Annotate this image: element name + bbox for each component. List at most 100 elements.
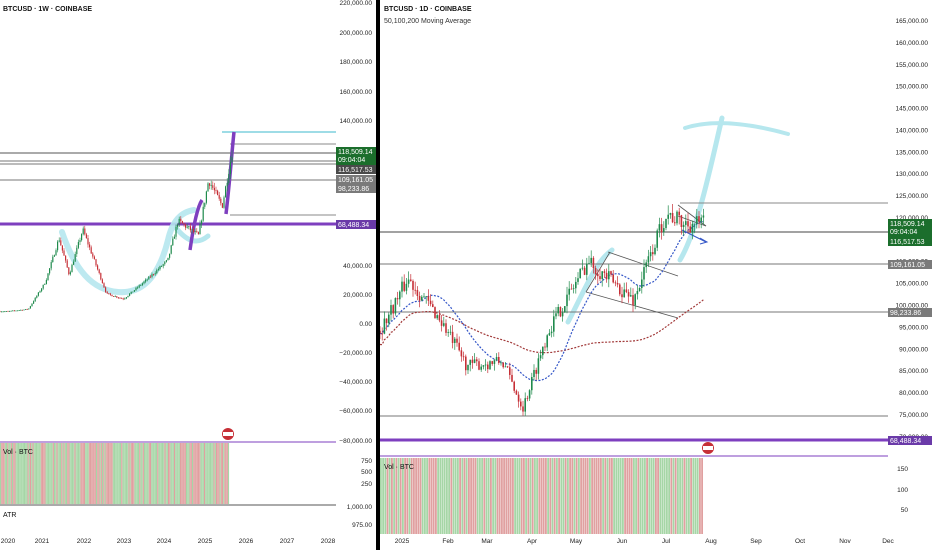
x-tick-label: 2026 [239,538,254,545]
volume-bar [584,458,587,534]
volume-bar [84,443,86,504]
candle-body [665,218,667,229]
candle-body [513,381,515,391]
candle-body [403,281,405,291]
volume-bar [205,443,207,504]
volume-bar [147,443,149,504]
candle-body [647,256,650,263]
candle-body [520,401,522,407]
candle-body [225,186,227,198]
countdown-label: 09:04:04 [890,229,917,236]
candle-body [114,296,116,298]
daily-horizontal-levels [380,202,888,457]
volume-bar [485,458,488,534]
daily-chart-svg[interactable]: 165,000.00 160,000.00 155,000.00 150,000.00… [379,0,932,550]
volume-bar [527,458,530,534]
volume-bar [31,443,33,504]
candle-body [506,366,509,368]
daily-chart-pane[interactable]: 165,000.00 160,000.00 155,000.00 150,000.00… [379,0,932,550]
candle-body [476,359,478,362]
volume-bar [49,443,51,504]
volume-bar [130,443,132,504]
volume-bar [86,443,88,504]
volume-bar [206,443,208,504]
volume-bar [201,443,203,504]
volume-bar [450,458,453,534]
pane-divider[interactable] [376,0,380,550]
candle-body [502,362,504,368]
daily-time-axis[interactable]: 2025 Feb Mar Apr May Jun Jul Aug Sep Oct Nov Dec [395,538,895,545]
volume-bar [505,458,508,534]
volume-bar [153,443,155,504]
candle-body [471,359,474,363]
volume-bar [384,458,387,534]
volume-bar [582,458,585,534]
us-flag-icon[interactable] [222,428,234,440]
volume-bar [187,443,189,504]
candle-body [213,187,215,191]
candle-body [388,314,390,324]
candle-body [196,231,198,233]
daily-price-labels: 118,509.14 09:04:04 116,517.53 109,161.0… [888,219,932,445]
candle-body [66,260,68,268]
weekly-time-axis[interactable]: 2020 2021 2022 2023 2024 2025 2026 2027 2028 [1,538,336,545]
candle-body [53,255,55,257]
volume-bar [674,458,677,534]
candle-body [170,245,172,254]
volume-bar [441,458,444,534]
weekly-price-axis[interactable]: 220,000.00 200,000.00 180,000.00 160,000.00… [339,0,372,529]
volume-bar [648,458,651,534]
volume-bar [40,443,42,504]
x-tick-label: Sep [750,538,762,545]
candle-body [546,335,548,348]
y-tick-label: 125,000.00 [895,193,928,200]
candle-body [526,398,529,400]
volume-bar [67,443,69,504]
volume-bar [446,458,448,534]
weekly-chart-svg[interactable]: 220,000.00 200,000.00 180,000.00 160,000.00… [0,0,376,550]
candle-body [548,333,551,336]
volume-bar [220,443,222,504]
candle-body [685,221,687,225]
y-tick-label: 160,000.00 [339,89,372,96]
volume-bar [580,458,582,534]
candle-body [13,310,15,312]
price-label-3: 109,161.05 [338,177,373,184]
volume-bar [545,458,547,534]
weekly-chart-pane[interactable]: 220,000.00 200,000.00 180,000.00 160,000.00… [0,0,376,550]
volume-bar [421,458,424,534]
candle-body [467,364,469,371]
volume-bar [694,458,697,534]
volume-bar [622,458,624,534]
volume-bar [99,443,101,504]
candle-body [145,279,147,282]
y-tick-label: 200,000.00 [339,30,372,37]
volume-bar [501,458,503,534]
volume-bar [134,443,136,504]
volume-bar [659,458,662,534]
volume-bar [175,443,177,504]
volume-bar [668,458,670,534]
x-tick-label: May [570,538,583,545]
candle-body [425,296,427,298]
volume-bar [692,458,695,534]
atr-tick-label: 975.00 [352,522,372,529]
volume-bar [181,443,183,504]
volume-bar [194,443,196,504]
candle-body [20,309,22,311]
candle-body [130,291,132,294]
candle-body [680,215,683,228]
volume-bar [33,443,35,504]
volume-bar [193,443,195,504]
volume-bar [677,458,679,534]
us-flag-icon[interactable] [702,442,714,454]
candle-body [105,287,107,292]
volume-bar [382,458,384,534]
weekly-volume-bars [0,443,230,504]
candle-body [218,195,220,199]
volume-bar [426,458,428,534]
volume-bar [52,443,54,504]
candle-body [590,257,592,264]
candle-body [205,191,207,203]
volume-bar [404,458,406,534]
